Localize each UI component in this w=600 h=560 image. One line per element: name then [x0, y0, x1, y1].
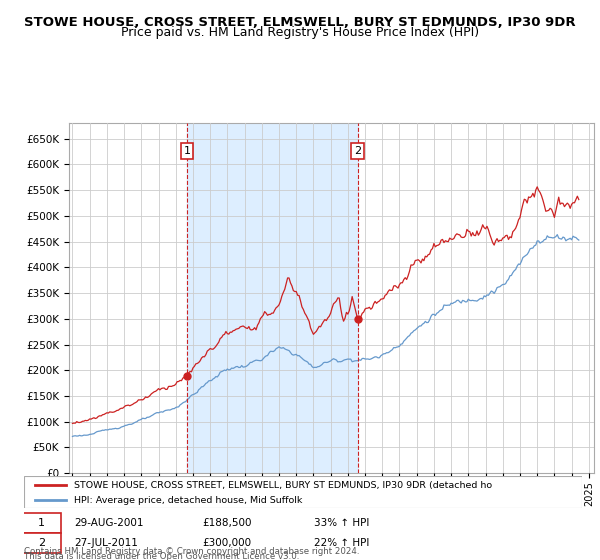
Text: 2: 2: [354, 146, 361, 156]
Bar: [187, 123, 358, 473]
FancyBboxPatch shape: [21, 514, 61, 533]
Text: STOWE HOUSE, CROSS STREET, ELMSWELL, BURY ST EDMUNDS, IP30 9DR (detached ho: STOWE HOUSE, CROSS STREET, ELMSWELL, BUR…: [74, 480, 493, 489]
Text: £300,000: £300,000: [203, 538, 251, 548]
Text: Price paid vs. HM Land Registry's House Price Index (HPI): Price paid vs. HM Land Registry's House …: [121, 26, 479, 39]
Text: 29-AUG-2001: 29-AUG-2001: [74, 518, 144, 528]
Text: HPI: Average price, detached house, Mid Suffolk: HPI: Average price, detached house, Mid …: [74, 496, 302, 505]
Text: STOWE HOUSE, CROSS STREET, ELMSWELL, BURY ST EDMUNDS, IP30 9DR: STOWE HOUSE, CROSS STREET, ELMSWELL, BUR…: [24, 16, 576, 29]
Text: 2: 2: [38, 538, 45, 548]
Text: 1: 1: [184, 146, 191, 156]
Text: 1: 1: [38, 518, 45, 528]
FancyBboxPatch shape: [24, 476, 582, 508]
Text: 27-JUL-2011: 27-JUL-2011: [74, 538, 138, 548]
Text: Contains HM Land Registry data © Crown copyright and database right 2024.: Contains HM Land Registry data © Crown c…: [24, 547, 359, 556]
Text: 33% ↑ HPI: 33% ↑ HPI: [314, 518, 370, 528]
Text: £188,500: £188,500: [203, 518, 252, 528]
Text: This data is licensed under the Open Government Licence v3.0.: This data is licensed under the Open Gov…: [24, 552, 299, 560]
Text: 22% ↑ HPI: 22% ↑ HPI: [314, 538, 370, 548]
FancyBboxPatch shape: [21, 534, 61, 553]
